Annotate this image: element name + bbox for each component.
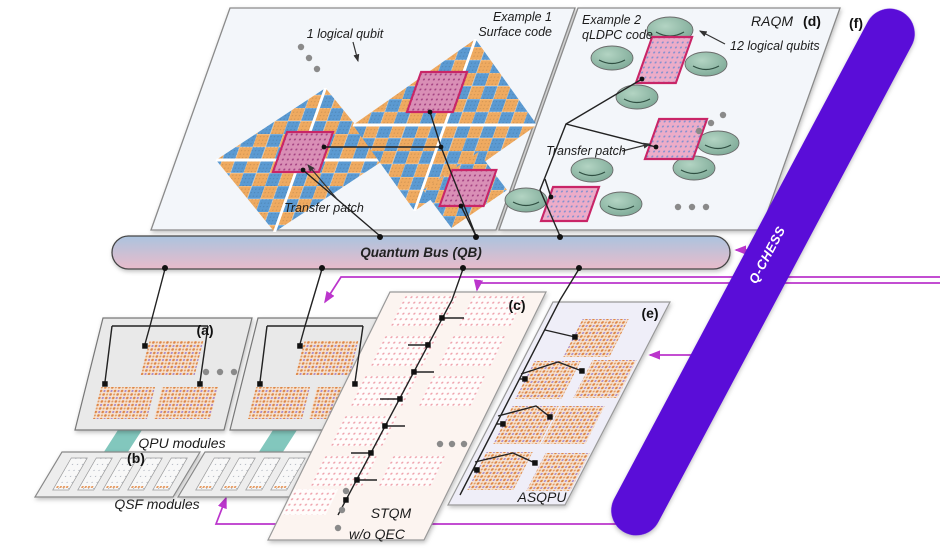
tag-d: (d): [803, 13, 821, 29]
surface-cluster-2: [352, 39, 538, 211]
qsf-chips-2: [195, 457, 331, 491]
surface-code-panel: [150, 7, 576, 232]
example1-label-line1: Example 1: [493, 10, 552, 24]
qpu-modules-label: QPU modules: [138, 435, 225, 451]
asqpu-arrays: [467, 319, 637, 491]
asqpu-panel: [447, 301, 671, 506]
tag-b: (b): [127, 450, 145, 466]
tag-c: (c): [508, 297, 525, 313]
transfer-patch-label-1: Transfer patch: [284, 201, 364, 215]
stqm-label-line1: STQM: [371, 505, 412, 521]
logical-qubit-label: 1 logical qubit: [307, 27, 384, 41]
transfer-patch-1: [271, 130, 335, 174]
raqm-panel: [498, 7, 841, 231]
connection-dots: [102, 76, 659, 503]
example2-label-line2: qLDPC code: [582, 28, 653, 42]
control-line-to-qsf: [214, 496, 646, 525]
raqm-title: RAQM: [751, 13, 793, 29]
tag-a: (a): [196, 322, 213, 338]
stqm-label-line2: w/o QEC: [349, 526, 406, 542]
square-dots: [102, 315, 585, 503]
qpu-qsf-ribbon-2: [255, 430, 297, 458]
tag-f: (f): [849, 15, 863, 31]
tag-e: (e): [641, 305, 658, 321]
quantum-bus: [111, 235, 731, 270]
transfer-patch-label-2: Transfer patch: [546, 144, 626, 158]
quantum-bus-label: Quantum Bus (QB): [360, 245, 482, 260]
control-line-to-stqm: [473, 279, 940, 292]
qpu-module-1: [74, 317, 253, 431]
qsf-module-1: [33, 451, 202, 498]
qpu-qsf-ribbon-1: [100, 430, 142, 458]
example2-label-line1: Example 2: [582, 13, 641, 27]
label-arrows: [307, 30, 726, 200]
qsf-chips-1: [52, 457, 188, 491]
example1-label-line2: Surface code: [478, 25, 552, 39]
raqm-transfer-patch-2: [643, 117, 709, 161]
logical-qubits-12-label: 12 logical qubits: [730, 39, 820, 53]
qsf-modules-label: QSF modules: [114, 496, 199, 512]
asqpu-label: ASQPU: [516, 489, 567, 505]
raqm-transfer-patch-3: [539, 185, 601, 223]
ellipsis-dots: [202, 43, 727, 532]
raqm-transfer-patch-1: [634, 35, 694, 85]
black-wiring: [104, 78, 657, 516]
raqm-qubit-ellipses: [504, 16, 740, 217]
